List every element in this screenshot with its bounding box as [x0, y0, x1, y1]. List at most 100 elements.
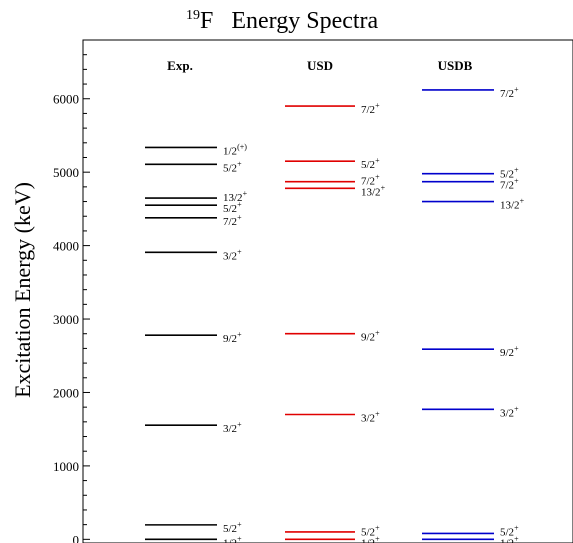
spin-value: 9/2	[361, 332, 375, 344]
energy-levels: 1/2+5/2+3/2+9/2+3/2+7/2+5/2+13/2+5/2+1/2…	[145, 85, 525, 543]
spin-value: 5/2	[361, 159, 375, 171]
column-header: USD	[307, 58, 333, 73]
level-label: 3/2+	[361, 409, 380, 424]
parity-superscript: +	[520, 197, 525, 206]
parity-superscript: +	[375, 534, 380, 543]
y-axis: 0 1000 2000 3000 4000 5000 6000	[53, 54, 90, 543]
level-usdb: 3/2+	[422, 404, 519, 419]
level-usdb: 9/2+	[422, 344, 519, 359]
y-tick-label: 0	[73, 532, 80, 543]
parity-superscript: +	[237, 247, 242, 256]
level-label: 1/2+	[500, 534, 519, 543]
level-label: 3/2+	[223, 247, 242, 262]
spin-value: 1/2	[223, 537, 237, 543]
level-label: 1/2(+)	[223, 142, 247, 157]
level-label: 5/2+	[500, 166, 519, 181]
level-usd: 9/2+	[285, 329, 380, 344]
spin-value: 9/2	[223, 333, 237, 345]
level-usd: 7/2+	[285, 101, 380, 116]
spin-value: 5/2	[223, 203, 237, 215]
spin-value: 1/2	[223, 145, 237, 157]
level-label: 1/2+	[223, 534, 242, 543]
level-usdb: 13/2+	[422, 197, 525, 212]
level-label: 5/2+	[361, 156, 380, 171]
parity-superscript: +	[237, 534, 242, 543]
parity-superscript: (+)	[237, 142, 247, 151]
parity-superscript: +	[375, 329, 380, 338]
parity-superscript: +	[375, 101, 380, 110]
spin-value: 1/2	[361, 537, 375, 543]
level-label: 13/2+	[223, 189, 248, 204]
level-label: 7/2+	[500, 85, 519, 100]
level-label: 3/2+	[500, 404, 519, 419]
level-label: 9/2+	[500, 344, 519, 359]
level-usdb: 7/2+	[422, 177, 519, 192]
level-label: 7/2+	[223, 213, 242, 228]
level-exp: 5/2+	[145, 200, 242, 215]
level-label: 1/2+	[361, 534, 380, 543]
y-tick-label: 5000	[53, 165, 79, 180]
level-usd: 5/2+	[285, 156, 380, 171]
level-usd: 13/2+	[285, 183, 386, 198]
spin-value: 1/2	[500, 537, 514, 543]
level-label: 5/2+	[223, 520, 242, 535]
parity-superscript: +	[514, 534, 519, 543]
parity-superscript: +	[381, 183, 386, 192]
y-axis-label: Excitation Energy (keV)	[10, 182, 35, 398]
spin-value: 5/2	[361, 526, 375, 538]
spin-value: 7/2	[223, 216, 237, 228]
spin-value: 5/2	[500, 169, 514, 181]
level-label: 9/2+	[223, 330, 242, 345]
parity-superscript: +	[514, 177, 519, 186]
level-exp: 13/2+	[145, 189, 248, 204]
level-usd: 7/2+	[285, 172, 380, 187]
level-label: 5/2+	[223, 159, 242, 174]
chart-title-superscript: 19	[186, 8, 200, 23]
level-label: 3/2+	[223, 420, 242, 435]
spin-value: 5/2	[500, 526, 514, 538]
level-usdb: 1/2+	[422, 534, 519, 543]
level-label: 13/2+	[500, 197, 525, 212]
parity-superscript: +	[514, 85, 519, 94]
parity-superscript: +	[514, 344, 519, 353]
level-exp: 5/2+	[145, 520, 242, 535]
parity-superscript: +	[375, 172, 380, 181]
y-tick-label: 4000	[53, 239, 79, 254]
level-exp: 7/2+	[145, 213, 242, 228]
level-label: 5/2+	[361, 523, 380, 538]
column-headers: Exp. USD USDB	[167, 58, 472, 73]
parity-superscript: +	[237, 420, 242, 429]
spin-value: 7/2	[361, 104, 375, 116]
level-label: 7/2+	[500, 177, 519, 192]
level-exp: 5/2+	[145, 159, 242, 174]
y-tick-label: 6000	[53, 92, 79, 107]
column-header: Exp.	[167, 58, 193, 73]
level-label: 9/2+	[361, 329, 380, 344]
level-exp: 1/2(+)	[145, 142, 247, 157]
y-tick-label: 3000	[53, 312, 79, 327]
spin-value: 9/2	[500, 347, 514, 359]
spin-value: 7/2	[500, 180, 514, 192]
spin-value: 3/2	[223, 250, 237, 262]
spin-value: 5/2	[223, 162, 237, 174]
spin-value: 3/2	[500, 407, 514, 419]
chart-title-main: F Energy Spectra	[200, 8, 379, 34]
y-tick-label: 2000	[53, 385, 79, 400]
spin-value: 13/2	[223, 192, 243, 204]
level-exp: 3/2+	[145, 247, 242, 262]
level-label: 5/2+	[500, 523, 519, 538]
parity-superscript: +	[514, 404, 519, 413]
parity-superscript: +	[243, 189, 248, 198]
parity-superscript: +	[237, 213, 242, 222]
level-label: 5/2+	[223, 200, 242, 215]
parity-superscript: +	[375, 523, 380, 532]
plot-frame	[82, 39, 573, 543]
parity-superscript: +	[514, 166, 519, 175]
parity-superscript: +	[237, 330, 242, 339]
level-exp: 9/2+	[145, 330, 242, 345]
spin-value: 5/2	[223, 523, 237, 535]
parity-superscript: +	[375, 156, 380, 165]
level-exp: 3/2+	[145, 420, 242, 435]
level-usdb: 5/2+	[422, 523, 519, 538]
